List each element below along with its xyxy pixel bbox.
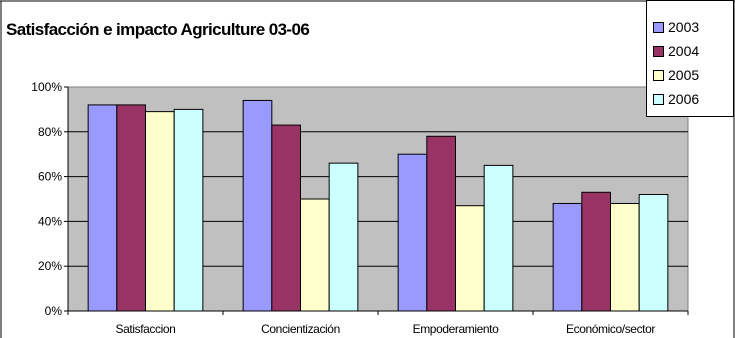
y-tick-label: 40% xyxy=(38,214,62,228)
y-tick-label: 20% xyxy=(38,259,62,273)
bar xyxy=(455,205,485,312)
bar xyxy=(173,108,204,312)
legend-swatch xyxy=(653,21,664,33)
legend-swatch xyxy=(653,45,664,57)
legend-swatch xyxy=(653,69,664,81)
x-tick-label: Económico/sector xyxy=(566,322,655,336)
x-tick-label: Concientización xyxy=(261,322,340,336)
legend-label: 2003 xyxy=(668,19,700,35)
y-tick-label: 100% xyxy=(31,80,62,94)
x-tick-label: Empoderamiento xyxy=(413,322,500,336)
bar xyxy=(242,99,273,312)
bar xyxy=(581,191,612,312)
bar xyxy=(397,153,428,312)
bar xyxy=(610,202,640,312)
chart-legend: 2003 2004 2005 2006 xyxy=(646,0,734,117)
legend-label: 2006 xyxy=(668,91,700,107)
bar xyxy=(426,135,457,312)
bar xyxy=(116,104,146,312)
legend-item: 2004 xyxy=(653,41,699,61)
bar xyxy=(638,194,669,312)
legend-item: 2003 xyxy=(653,17,699,37)
x-tick-label: Satisfaccion xyxy=(116,322,176,336)
bar xyxy=(87,104,118,312)
chart-title: Satisfacción e impacto Agriculture 03-06 xyxy=(6,20,310,39)
legend-item: 2005 xyxy=(653,65,699,85)
bar xyxy=(145,111,175,312)
y-tick-label: 80% xyxy=(38,125,62,139)
legend-label: 2005 xyxy=(668,67,700,83)
legend-swatch xyxy=(653,93,664,105)
legend-item: 2006 xyxy=(653,89,699,109)
bar xyxy=(328,162,359,312)
bar xyxy=(483,164,514,312)
y-tick-label: 60% xyxy=(38,170,62,184)
bar xyxy=(552,202,583,312)
bar xyxy=(300,198,330,312)
bar xyxy=(271,124,302,312)
y-tick-label: 0% xyxy=(45,304,63,318)
legend-label: 2004 xyxy=(668,43,700,59)
